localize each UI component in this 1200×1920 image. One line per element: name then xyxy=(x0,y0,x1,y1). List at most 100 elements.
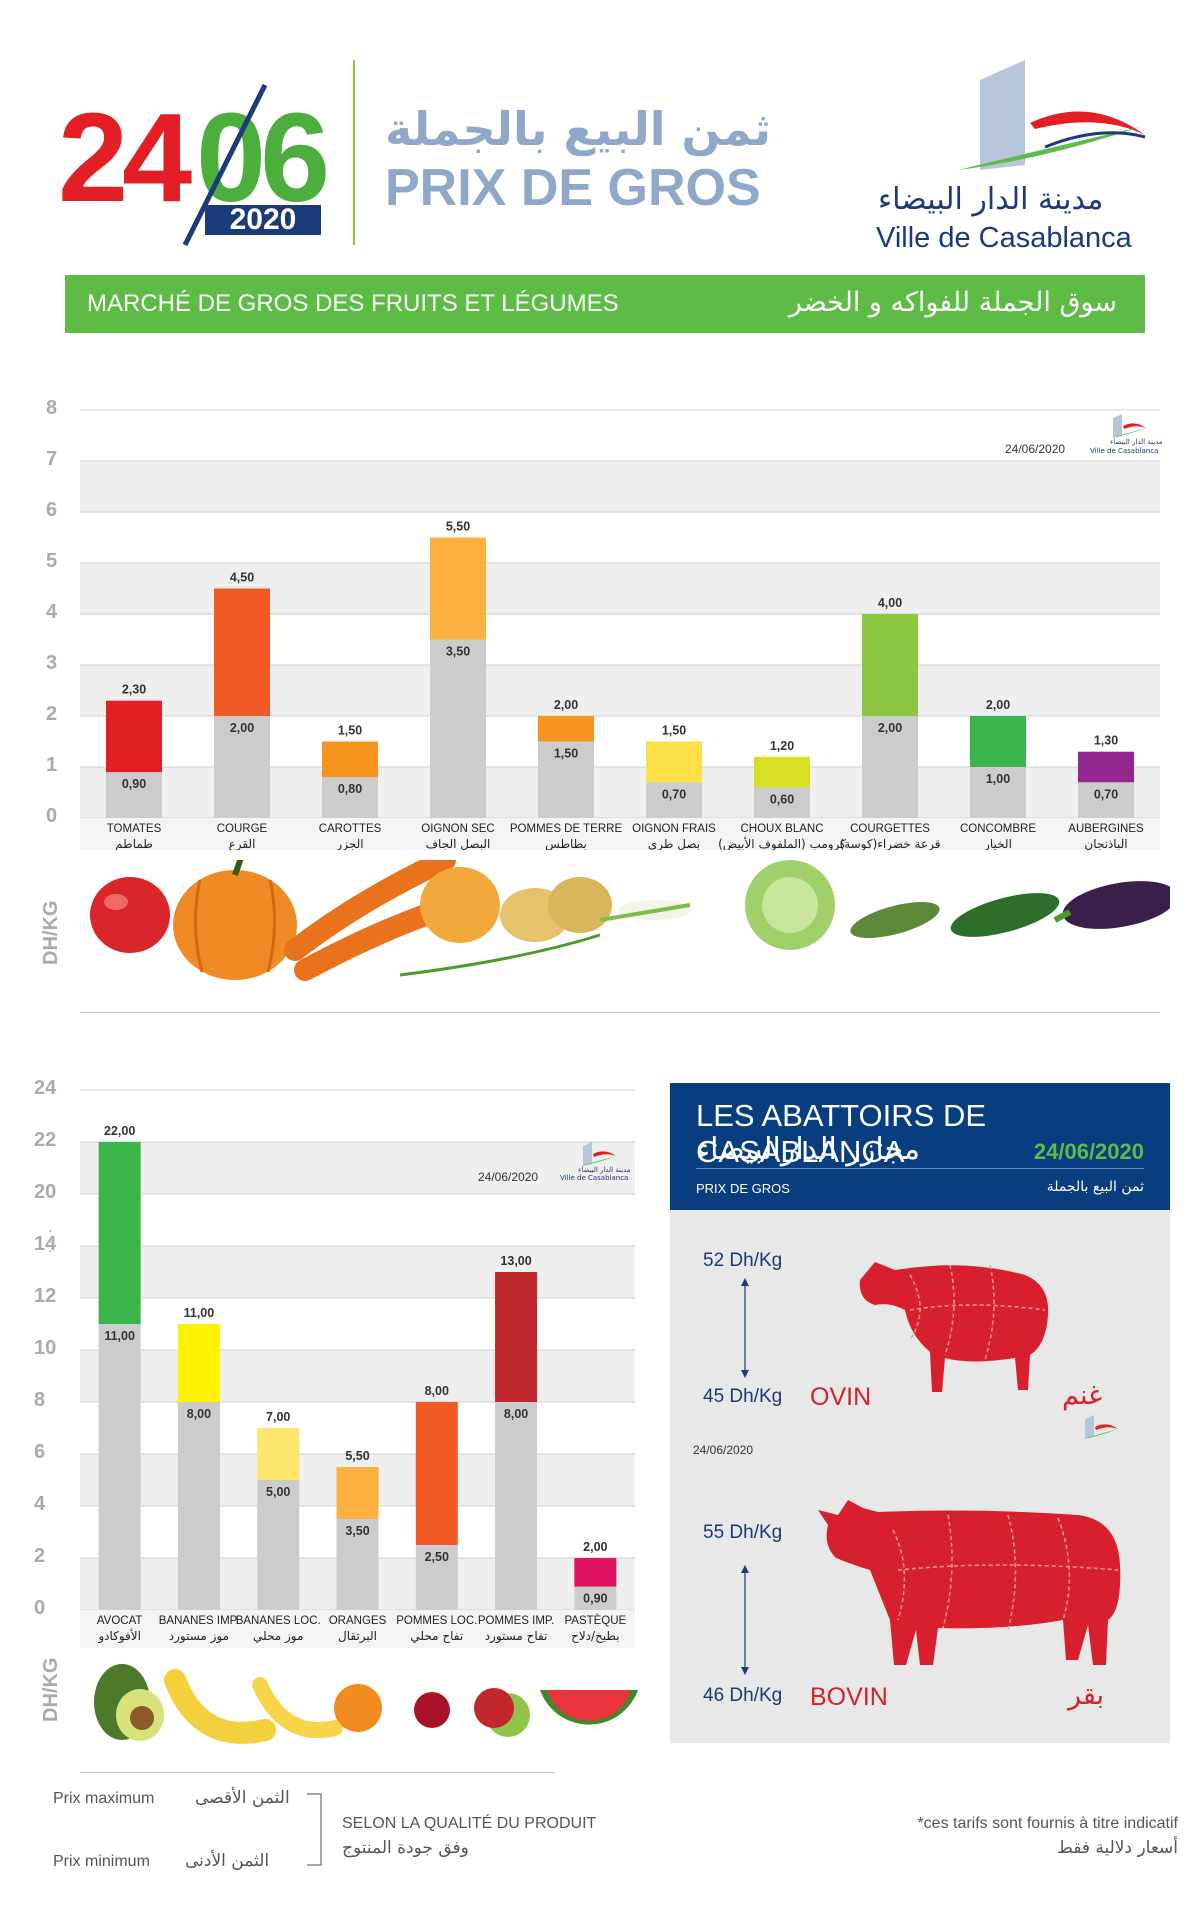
title-divider xyxy=(353,60,355,245)
legend-bracket xyxy=(307,1793,322,1866)
y-tick-label: 0 xyxy=(46,805,58,827)
bar-max-2 xyxy=(214,588,270,716)
fruits-chart: 11,00 22,00 AVOCAT الأفوكادو 8,00 11,00 BANANE… xyxy=(0,1070,660,1773)
mini-logo-icon xyxy=(580,1142,616,1166)
bar-max-3 xyxy=(322,741,378,778)
ovin-range-arrow xyxy=(741,1278,749,1378)
abattoirs-mid-date: 24/06/2020 xyxy=(693,1443,754,1457)
y-tick-label: 8 xyxy=(34,1389,46,1411)
data-label-min: 1,50 xyxy=(554,747,578,761)
category-label-arabic: قرعة خضراء(كوسة) xyxy=(840,837,941,850)
data-label-max: 22,00 xyxy=(104,1124,135,1138)
category-label-arabic: تفاح مستورد xyxy=(485,1629,548,1644)
data-label-max: 5,50 xyxy=(345,1449,369,1463)
data-label-min: 0,60 xyxy=(770,792,794,806)
sheep-icon xyxy=(859,1262,1049,1392)
bananas-local-icon xyxy=(252,1677,343,1739)
data-label-min: 0,90 xyxy=(583,1592,607,1606)
data-label-max: 2,00 xyxy=(583,1540,607,1554)
grid-band xyxy=(80,461,1160,512)
bar-max-5 xyxy=(538,716,594,742)
data-label-max: 13,00 xyxy=(500,1254,531,1268)
category-label-french: CONCOMBRE xyxy=(960,823,1036,835)
category-label-arabic: كرومب (الملفوف الأبيض) xyxy=(718,836,846,850)
bar-max-1 xyxy=(98,1142,141,1324)
y-tick-label: 7 xyxy=(46,448,58,470)
apple-local-icon xyxy=(414,1692,450,1728)
data-label-min: 0,70 xyxy=(1094,787,1118,801)
category-label-arabic: الخيار xyxy=(983,837,1012,850)
mini-logo-french: Ville de Casablanca xyxy=(1090,447,1159,455)
category-label-arabic: بطاطس xyxy=(545,837,587,850)
abattoirs-header: LES ABATTOIRS DE CASABLANCA مجازر الدارا… xyxy=(670,1083,1170,1210)
abattoirs-title-arabic: مجازر الدارالبيضاء xyxy=(696,1132,920,1167)
bar-min-2 xyxy=(214,716,270,818)
y-tick-label: 6 xyxy=(34,1441,46,1463)
abattoirs-subtitle-arabic: ثمن البيع بالجملة xyxy=(1046,1179,1144,1195)
market-banner: MARCHÉ DE GROS DES FRUITS ET LÉGUMES سوق… xyxy=(65,275,1145,333)
mini-logo-icon xyxy=(1082,1415,1118,1439)
category-label-french: TOMATES xyxy=(107,823,162,835)
category-label-arabic: الباذنجان xyxy=(1084,837,1127,850)
data-label-min: 5,00 xyxy=(266,1485,290,1499)
y-tick-label: 6 xyxy=(46,499,58,521)
mini-logo-icon xyxy=(1110,414,1146,438)
category-label-french: COURGETTES xyxy=(850,823,930,835)
y-tick-label: 1 xyxy=(46,754,58,776)
date-year: 2020 xyxy=(205,205,321,235)
vegetables-bottom-rule xyxy=(80,1012,1160,1013)
orange-icon xyxy=(334,1684,382,1732)
bar-max-4 xyxy=(336,1467,379,1519)
category-label-arabic: بطيخ/دلاح xyxy=(571,1629,620,1643)
cabbage-icon xyxy=(745,860,835,950)
category-label-french: CHOUX BLANC xyxy=(740,823,823,835)
disclaimer-arabic: أسعار دلالية فقط xyxy=(1057,1838,1178,1858)
fruits-chart-date: 24/06/2020 xyxy=(478,1170,539,1184)
category-label-arabic: الجزر xyxy=(335,837,363,850)
ovin-label-arabic: غنم xyxy=(1062,1380,1103,1411)
category-label-arabic: القرع xyxy=(229,837,256,850)
vegetables-y-unit: DH/KG xyxy=(40,900,62,965)
y-tick-label: 0 xyxy=(34,1597,46,1619)
disclaimer-french: *ces tarifs sont fournis à titre indicat… xyxy=(917,1815,1178,1832)
bar-max-4 xyxy=(430,537,486,640)
data-label-min: 0,70 xyxy=(662,787,686,801)
bar-min-5 xyxy=(415,1545,458,1610)
mini-logo-arabic: مدينة الدار البيضاء xyxy=(1110,438,1163,446)
y-tick-label: 2 xyxy=(46,703,58,725)
data-label-max: 11,00 xyxy=(184,1306,215,1320)
y-tick-label: 3 xyxy=(46,652,58,674)
bar-min-3 xyxy=(322,777,378,818)
potatoes-icon xyxy=(500,877,612,942)
data-label-min: 3,50 xyxy=(345,1524,369,1538)
data-label-max: 1,30 xyxy=(1094,734,1118,748)
category-label-french: POMMES DE TERRE xyxy=(510,823,623,835)
data-label-max: 4,00 xyxy=(878,596,902,610)
fruits-y-unit: DH/KG xyxy=(40,1657,62,1722)
category-label-arabic: تفاح محلي xyxy=(410,1629,463,1643)
data-label-min: 3,50 xyxy=(446,645,470,659)
bar-min-7 xyxy=(574,1586,617,1610)
bovin-min-price: 46 Dh/Kg xyxy=(703,1685,783,1706)
vegetables-chart-svg: 0,90 2,30 TOMATES طماطم 2,00 4,50 COURGE القرع 0… xyxy=(80,409,1160,850)
apples-imported-icon xyxy=(474,1688,530,1737)
category-band xyxy=(80,1610,635,1648)
ovin-max-price: 52 Dh/Kg xyxy=(703,1250,783,1271)
bar-max-10 xyxy=(1078,751,1134,783)
category-label-arabic: طماطم xyxy=(115,837,153,850)
bar-min-9 xyxy=(970,767,1026,818)
casablanca-logo-icon xyxy=(958,60,1146,170)
data-label-max: 2,00 xyxy=(986,698,1010,712)
category-label-french: OIGNON SEC xyxy=(421,823,494,835)
category-label-french: OIGNON FRAIS xyxy=(632,823,716,835)
bar-max-8 xyxy=(862,614,918,716)
data-label-min: 8,00 xyxy=(187,1407,211,1421)
data-label-min: 0,80 xyxy=(338,782,362,796)
bar-max-6 xyxy=(646,741,702,783)
date-slash xyxy=(182,83,268,247)
bar-min-5 xyxy=(538,741,594,818)
y-tick-label: 24 xyxy=(34,1077,57,1099)
ovin-label-french: OVIN xyxy=(810,1383,872,1411)
cucumber-icon xyxy=(950,893,1060,937)
category-label-french: CAROTTES xyxy=(319,823,382,835)
